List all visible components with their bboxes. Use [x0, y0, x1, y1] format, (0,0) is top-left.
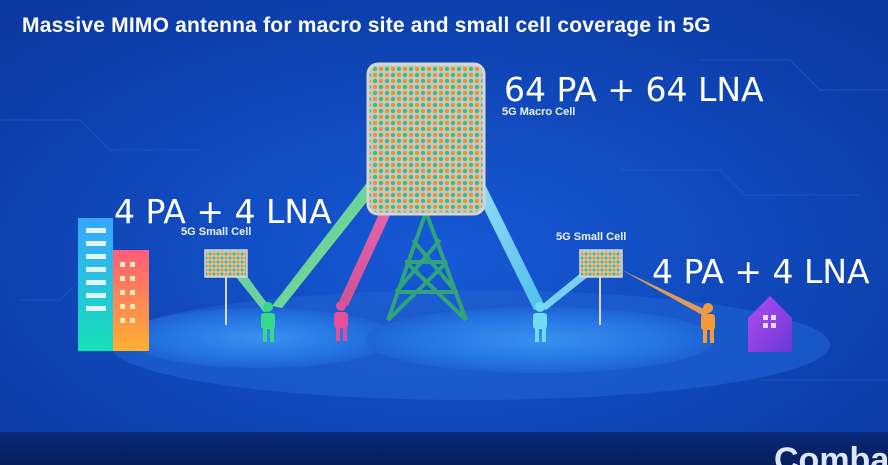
small-left-pa-lna-annotation: 4 PA + 4 LNA [114, 192, 332, 231]
person-icon [261, 302, 275, 342]
beam-small-left-to-green-user [232, 272, 272, 312]
small-cell-coverage-left [125, 308, 395, 368]
small-right-pa-lna-annotation: 4 PA + 4 LNA [652, 252, 870, 291]
small-cell-label-left: 5G Small Cell [181, 226, 252, 238]
small-cell-coverage-right [365, 307, 715, 373]
macro-cell-label: 5G Macro Cell [502, 106, 576, 118]
brand-logo: Comba [774, 441, 888, 465]
beam-small-right-to-cyan-user [538, 272, 594, 310]
building-icon [78, 218, 149, 351]
person-icon [334, 301, 348, 341]
person-icon [701, 303, 715, 343]
small-cell-panel-right [579, 249, 623, 278]
house-icon [748, 296, 792, 352]
footer-band [0, 432, 888, 465]
background-circuit-lines [0, 59, 888, 381]
small-cell-label-right: 5G Small Cell [556, 231, 627, 243]
macro-pa-lna-annotation: 64 PA + 64 LNA [504, 70, 764, 109]
tower-icon [386, 211, 468, 322]
person-icon [533, 302, 547, 342]
beam-small-right-to-orange-user [618, 268, 710, 316]
small-cell-panel-left [204, 249, 248, 278]
antenna-panel-icon [366, 62, 486, 216]
diagram-title: Massive MIMO antenna for macro site and … [22, 14, 711, 37]
